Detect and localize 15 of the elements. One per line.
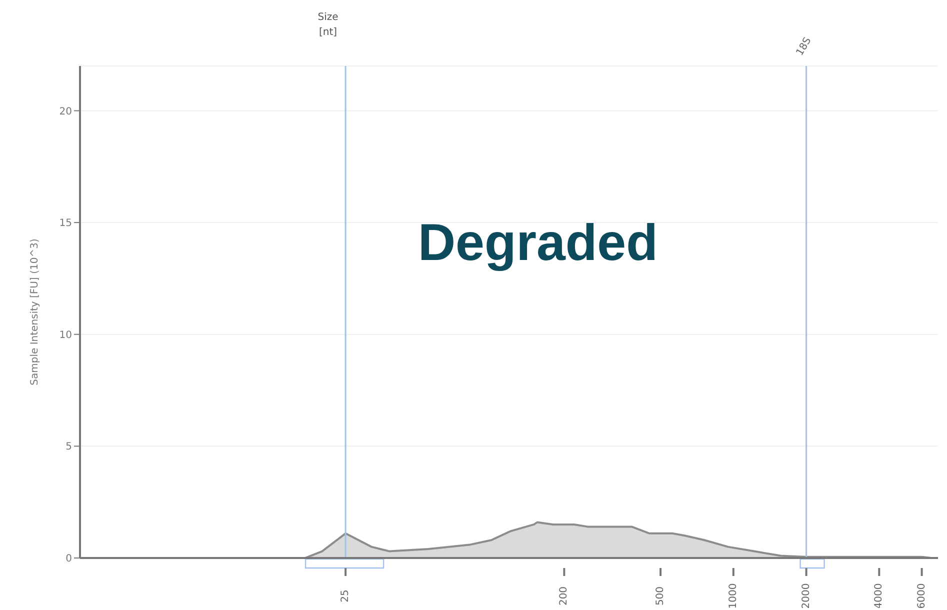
y-axis-title: Sample Intensity [FU] (10^3): [30, 238, 41, 386]
x-tick-label: 500: [655, 586, 666, 606]
annotation: Degraded: [418, 213, 658, 273]
y-tick-label: 10: [59, 330, 72, 341]
x-tick-label: 25: [340, 590, 352, 602]
x-tick-label: 200: [558, 586, 570, 606]
y-tick-label: 15: [59, 218, 72, 230]
y-tick-label: 5: [66, 442, 72, 453]
y-tick-label: 20: [59, 106, 72, 118]
x-axis-title: Size [nt]: [316, 11, 340, 40]
y-tick-label: 0: [66, 554, 72, 565]
x-tick-label: 4000: [874, 583, 885, 609]
x-tick-label: 1000: [728, 583, 739, 609]
x-tick-label: 6000: [916, 583, 928, 609]
x-tick-label: 2000: [800, 583, 812, 609]
